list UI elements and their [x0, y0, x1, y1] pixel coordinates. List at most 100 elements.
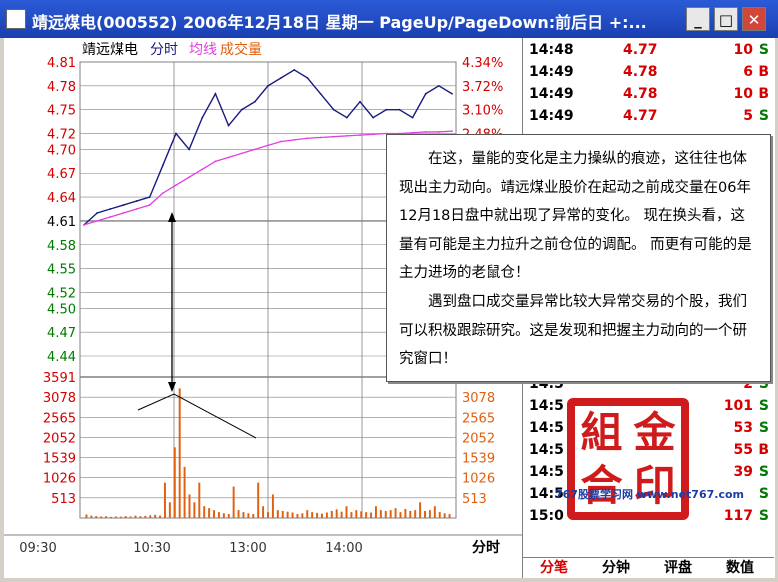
price-point — [188, 148, 191, 151]
volume-bar — [257, 482, 260, 518]
avg-point — [398, 132, 401, 135]
volume-bar — [281, 510, 284, 518]
volume-tick-label-right: 1026 — [462, 472, 495, 487]
volume-bar — [291, 512, 294, 518]
volume-bar — [399, 512, 402, 518]
volume-bar — [124, 516, 127, 518]
chart-canvas[interactable]: 4.814.34%4.783.72%4.753.10%4.722.48%4.70… — [4, 38, 522, 578]
annotation-arrow-up — [168, 212, 176, 222]
price-point — [319, 92, 322, 95]
tab-pingpan[interactable]: 评盘 — [664, 560, 692, 576]
volume-bar — [350, 512, 353, 518]
volume-bar — [306, 510, 309, 518]
volume-bar — [168, 502, 171, 518]
volume-bar — [173, 447, 176, 518]
price-point — [385, 108, 388, 111]
tick-volume: 101 — [723, 398, 753, 414]
price-point — [280, 76, 283, 79]
volume-bar — [183, 466, 186, 518]
volume-bar — [325, 512, 328, 518]
price-point — [227, 124, 230, 127]
volume-bar — [208, 508, 211, 518]
avg-point — [253, 148, 256, 151]
volume-tick-label: 2052 — [43, 431, 76, 446]
seal-stamp: 組 金 合 印 — [567, 398, 689, 520]
tick-side: S — [758, 108, 769, 124]
price-point — [398, 108, 401, 111]
volume-bar — [335, 509, 338, 518]
volume-bar — [345, 506, 348, 518]
time-tick-label: 13:00 — [229, 541, 266, 556]
volume-bar — [114, 516, 117, 518]
volume-bar — [419, 502, 422, 518]
volume-bar — [433, 506, 436, 518]
volume-bar — [154, 514, 157, 518]
price-tick-label: 4.81 — [47, 56, 76, 71]
annotation-v-mark — [137, 393, 257, 439]
price-point — [175, 132, 177, 135]
volume-bar — [448, 514, 451, 518]
price-tick-label: 4.78 — [47, 80, 76, 95]
avg-point — [293, 138, 296, 141]
close-button[interactable]: ✕ — [742, 7, 766, 31]
tick-volume: 39 — [733, 464, 753, 480]
volume-bar — [428, 510, 431, 518]
tick-volume: 5 — [743, 108, 753, 124]
volume-bar — [276, 510, 279, 518]
intraday-chart[interactable]: 4.814.34%4.783.72%4.753.10%4.722.48%4.70… — [4, 38, 522, 578]
volume-bar — [414, 510, 417, 518]
volume-bar — [301, 513, 304, 518]
legend-mode: 分时 — [150, 42, 178, 58]
volume-bar — [95, 516, 98, 518]
volume-tick-label: 1539 — [43, 452, 76, 467]
tab-fenbi[interactable]: 分笔 — [540, 560, 568, 576]
avg-point — [122, 212, 125, 214]
avg-point — [188, 176, 191, 179]
legend-avg: 均线 — [189, 42, 217, 58]
tab-shuzhi[interactable]: 数值 — [726, 560, 754, 576]
volume-bar — [370, 512, 373, 518]
volume-bar — [159, 515, 162, 518]
volume-bar — [384, 510, 387, 518]
tick-side: S — [758, 420, 769, 436]
price-point — [332, 108, 335, 111]
price-point — [135, 200, 138, 202]
volume-bar — [193, 502, 196, 518]
volume-bar — [85, 514, 88, 518]
volume-bar — [105, 516, 108, 518]
tick-price: 4.78 — [623, 64, 658, 80]
volume-bar — [262, 506, 265, 518]
seal-char: 印 — [633, 461, 676, 510]
volume-bar — [296, 514, 299, 518]
price-tick-label: 4.58 — [47, 239, 76, 254]
tick-price: 4.77 — [623, 42, 658, 58]
annotation-arrow-down — [168, 382, 176, 392]
volume-bar — [389, 510, 392, 518]
volume-bar — [252, 514, 255, 518]
price-point — [411, 116, 414, 119]
tick-price: 4.77 — [623, 108, 658, 124]
seal-char: 合 — [580, 461, 623, 510]
tick-row: 14:48 4.77 10 S — [523, 40, 775, 62]
volume-bar — [365, 512, 368, 518]
volume-bar — [213, 510, 216, 518]
volume-bar — [242, 512, 245, 518]
avg-point — [267, 144, 269, 147]
minimize-button[interactable]: _ — [686, 7, 710, 31]
maximize-button[interactable]: □ — [714, 7, 738, 31]
price-tick-label: 4.72 — [47, 128, 76, 143]
avg-point — [359, 134, 361, 137]
avg-point — [280, 140, 283, 143]
avg-point — [135, 208, 138, 210]
volume-bar — [320, 513, 323, 518]
volume-bar — [286, 511, 289, 518]
tab-fenzhong[interactable]: 分钟 — [602, 560, 630, 576]
tick-volume: 10 — [733, 86, 753, 102]
annotation-paragraph-1: 在这，量能的变化是主力操纵的痕迹，这往往也体现出主力动向。靖远煤业股价在起动之前… — [399, 151, 752, 282]
avg-point — [319, 136, 322, 139]
price-point — [122, 204, 125, 206]
tick-row: 14:5 53 S — [523, 418, 775, 440]
price-tick-label: 4.50 — [47, 302, 76, 317]
volume-bar — [110, 516, 112, 518]
volume-bar — [237, 510, 240, 518]
